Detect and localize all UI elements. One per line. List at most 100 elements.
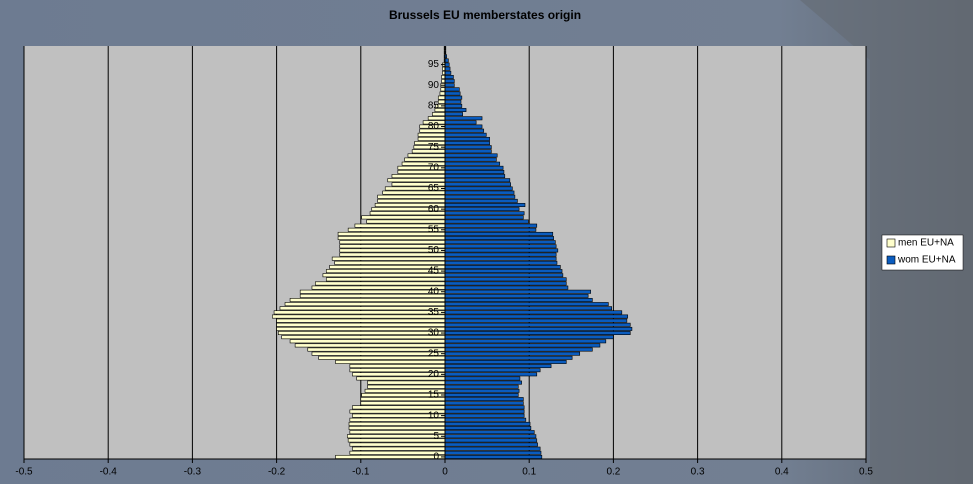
chart-title: Brussels EU memberstates origin — [389, 8, 581, 22]
bar — [444, 438, 538, 443]
bar — [437, 99, 446, 104]
x-tick-label: -0.2 — [268, 467, 286, 478]
bar — [289, 298, 446, 302]
bar — [311, 285, 446, 290]
y-tick-label: 85 — [428, 101, 440, 112]
bar — [281, 335, 446, 340]
legend-label: men EU+NA — [898, 238, 954, 249]
bar — [444, 207, 520, 212]
y-tick-label: 80 — [428, 121, 440, 132]
bar — [444, 434, 537, 439]
bar — [444, 359, 567, 364]
bar — [444, 223, 538, 228]
bar — [444, 339, 607, 344]
bar — [444, 170, 505, 174]
bar — [360, 401, 446, 406]
y-tick-label: 10 — [428, 410, 440, 421]
bar — [427, 116, 446, 121]
bar — [444, 124, 483, 129]
bar — [347, 438, 446, 443]
bar — [444, 145, 492, 150]
bar — [444, 322, 631, 327]
bar — [444, 165, 504, 170]
bar — [444, 215, 524, 220]
bar — [444, 409, 525, 414]
bar — [444, 405, 525, 410]
bar — [444, 401, 524, 406]
bar — [339, 240, 446, 245]
y-tick-label: 90 — [428, 80, 440, 91]
bar — [335, 359, 446, 364]
y-tick-label: 60 — [428, 204, 440, 215]
y-tick-label: 45 — [428, 266, 440, 277]
bar — [444, 368, 541, 373]
x-tick-label: 0 — [442, 467, 448, 478]
bar — [441, 75, 446, 79]
bar — [444, 347, 593, 352]
bar — [444, 75, 454, 79]
bar — [444, 108, 467, 112]
bar — [444, 413, 525, 418]
bar — [444, 302, 609, 307]
bar — [444, 120, 477, 125]
bar — [444, 248, 559, 253]
bar — [444, 182, 511, 187]
legend: men EU+NA wom EU+NA — [881, 234, 964, 271]
bar — [444, 388, 520, 393]
x-tick-label: 0.4 — [775, 467, 789, 478]
bar — [294, 343, 446, 348]
bar — [444, 376, 521, 381]
bar — [444, 310, 623, 315]
bar — [432, 112, 446, 117]
bar — [444, 99, 462, 104]
y-tick-label: 20 — [428, 369, 440, 380]
bar — [276, 326, 446, 331]
bar — [439, 91, 446, 96]
bar — [444, 355, 573, 360]
bar — [444, 128, 485, 133]
bar — [444, 343, 601, 348]
bar — [441, 79, 446, 84]
bar — [289, 339, 446, 344]
bar — [404, 157, 446, 162]
bar — [391, 174, 446, 179]
bar — [347, 434, 446, 439]
x-tick-label: -0.5 — [15, 467, 33, 478]
bar — [366, 219, 446, 224]
bar — [417, 132, 446, 137]
bar — [444, 326, 633, 331]
bar — [444, 285, 569, 290]
bar — [444, 240, 556, 245]
y-tick-label: 50 — [428, 245, 440, 256]
bar — [444, 397, 524, 402]
y-tick-label: 40 — [428, 286, 440, 297]
bar — [335, 454, 446, 459]
bar — [444, 58, 449, 63]
bar — [367, 380, 446, 385]
legend-swatch — [886, 238, 896, 248]
bar — [299, 293, 446, 298]
bar — [444, 289, 591, 294]
x-tick-label: 0.3 — [691, 467, 705, 478]
bar — [444, 153, 498, 158]
bar — [337, 236, 446, 241]
bar — [352, 405, 446, 410]
bar — [444, 178, 511, 183]
bar — [352, 446, 446, 451]
bar — [334, 260, 446, 265]
bar — [444, 190, 515, 195]
bar — [444, 95, 463, 100]
bar — [444, 426, 532, 430]
bar — [444, 83, 455, 88]
y-tick-label: 70 — [428, 162, 440, 173]
bar — [387, 178, 446, 183]
bar — [444, 306, 613, 311]
bar — [276, 318, 446, 323]
x-tick-label: 0.2 — [606, 467, 620, 478]
bar — [444, 372, 538, 377]
y-tick-label: 95 — [428, 59, 440, 70]
bar — [444, 298, 593, 302]
bar — [444, 260, 558, 265]
